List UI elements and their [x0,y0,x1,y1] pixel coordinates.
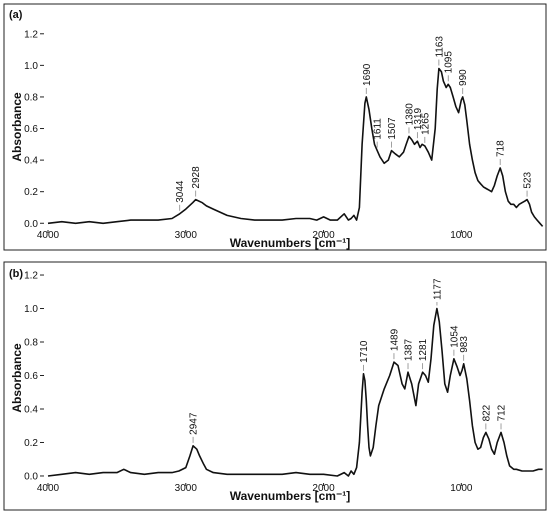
panel-a-label: (a) [9,9,23,21]
peak-label: 1163 [434,36,445,58]
peak-label: 1611 [373,118,384,140]
panel-b-xlabel: Wavenumbers [cm⁻¹] [230,489,351,503]
spectrum-line [47,307,543,477]
panel-b-plot [47,307,543,477]
x-tick-label: 4000 [37,230,60,241]
y-tick-label: 0.0 [24,471,38,482]
peak-label: 822 [481,404,492,421]
peak-label: 1054 [449,325,460,348]
y-tick-label: 0.6 [24,371,38,382]
panel-b-frame [3,261,547,511]
y-tick-label: 1.2 [24,29,38,40]
panel-a-xlabel: Wavenumbers [cm⁻¹] [230,236,351,250]
peak-label: 718 [496,140,507,157]
peak-label: 1489 [389,328,400,351]
y-tick-label: 0.8 [24,92,38,103]
x-tick-label: 3000 [175,230,198,241]
peak-label: 990 [458,69,469,86]
y-tick-label: 0.2 [24,187,38,198]
panel-b: (b) Absorbance Wavenumbers [cm⁻¹] 0.0 0.2… [3,261,547,511]
y-tick-label: 0.0 [24,219,38,230]
peak-label: 2947 [189,412,200,435]
x-tick-label: 2000 [312,230,335,241]
peak-label: 1690 [362,63,373,86]
peak-label: 1319 [413,107,424,130]
peak-label: 1380 [404,103,415,126]
peak-label: 2928 [191,166,202,189]
y-tick-label: 0.4 [24,156,38,167]
peak-label: 983 [459,336,470,353]
panel-b-label: (b) [9,268,23,280]
spectrum-line [47,67,544,227]
peak-label: 1177 [432,278,443,300]
peak-label: 3044 [175,180,186,203]
peak-label: 1265 [420,112,431,135]
y-tick-label: 0.2 [24,438,38,449]
peak-label: 712 [497,404,508,421]
x-tick-label: 1000 [450,483,473,494]
y-tick-label: 0.8 [24,338,38,349]
panel-b-axes: 0.0 0.2 0.4 0.6 0.8 1.0 1.2 4000 3000 2000 1000 [24,271,473,494]
x-tick-label: 3000 [175,483,198,494]
panel-a: (a) Absorbance Wavenumbers [cm⁻¹] 0.0 0.2… [3,3,547,251]
y-tick-label: 0.4 [24,404,38,415]
panel-a-ylabel: Absorbance [10,92,24,162]
peak-label: 523 [523,171,534,188]
x-tick-label: 2000 [312,483,335,494]
peak-label: 1507 [387,117,398,140]
x-tick-label: 4000 [37,483,60,494]
y-tick-label: 0.6 [24,124,38,135]
peak-label: 1387 [404,338,415,361]
panel-a-axes: 0.0 0.2 0.4 0.6 0.8 1.0 1.2 4000 3000 2000 1000 [24,29,473,241]
panel-b-ylabel: Absorbance [10,343,24,413]
panel-a-frame [3,3,547,251]
peak-label: 1281 [418,338,429,361]
y-tick-label: 1.0 [24,61,38,72]
y-tick-label: 1.0 [24,304,38,315]
peak-label: 1095 [444,51,455,74]
y-tick-label: 1.2 [24,271,38,282]
peak-label: 1710 [359,340,370,363]
x-tick-label: 1000 [450,230,473,241]
panel-a-plot [47,67,544,227]
